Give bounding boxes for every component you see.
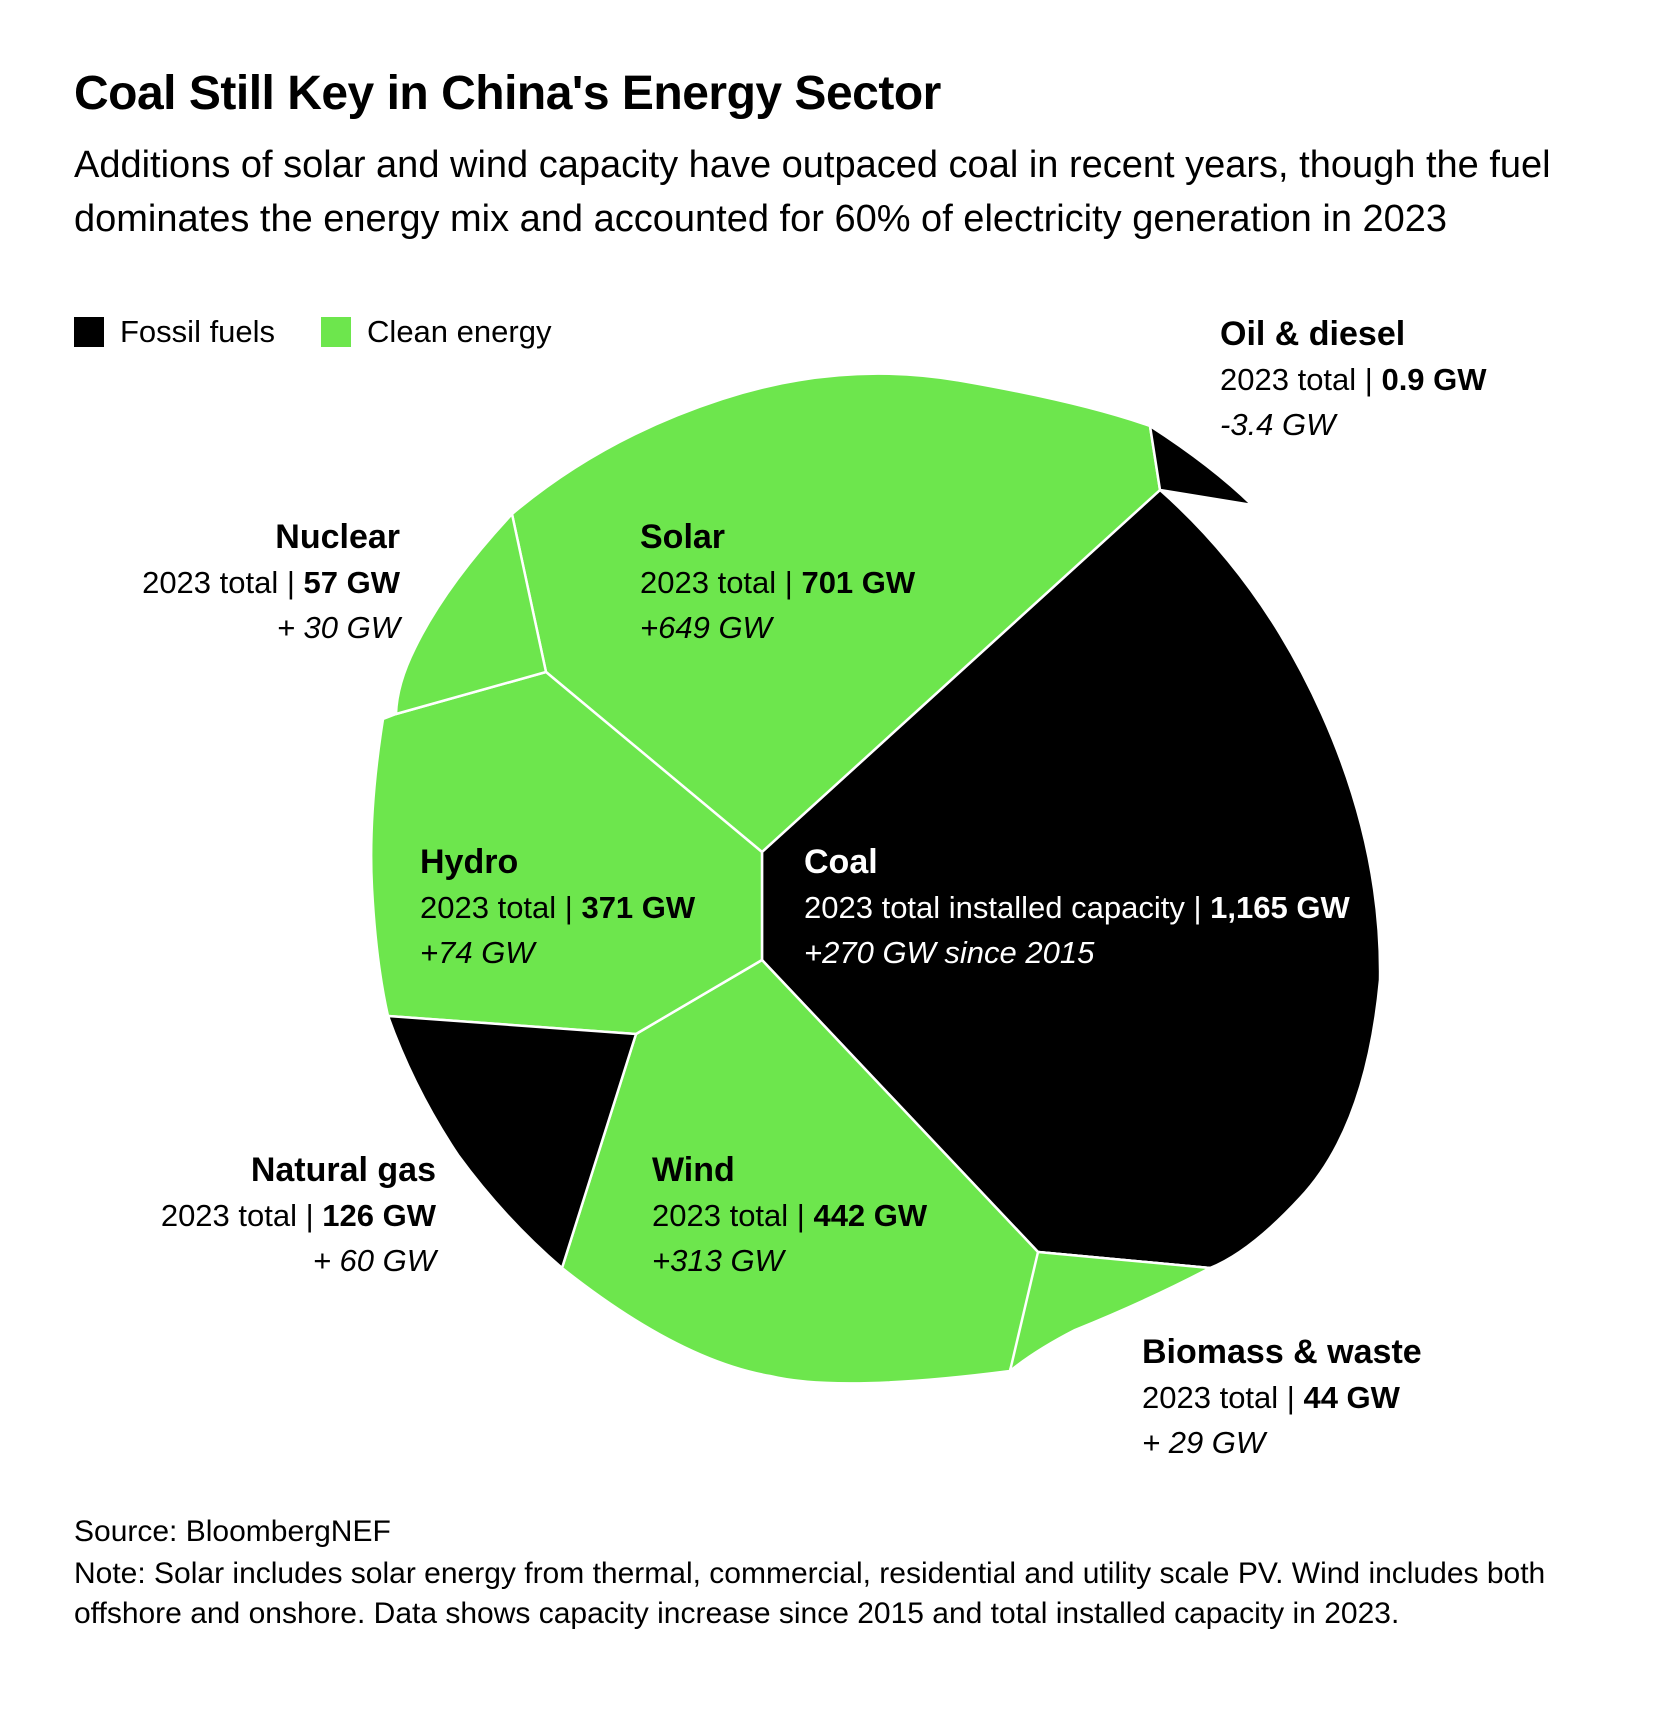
label-wind-prefix: 2023 total [652,1198,789,1233]
label-natural-gas-value: 126 GW [322,1198,436,1233]
label-wind-change: +313 GW [652,1243,784,1278]
label-wind-total: 2023 total | 442 GW [652,1198,928,1233]
label-natural-gas: Natural gas 2023 total | 126 GW + 60 GW [161,1148,436,1283]
label-nuclear-name: Nuclear [275,518,400,556]
legend-item-clean: Clean energy [321,314,551,350]
cell-nuclear [394,512,548,716]
label-hydro-value: 371 GW [581,890,696,925]
label-solar-value: 701 GW [801,565,916,600]
chart-subtitle: Additions of solar and wind capacity hav… [74,144,1551,240]
label-nuclear-prefix: 2023 total [142,565,279,600]
label-biomass-value: 44 GW [1303,1380,1400,1415]
label-coal-total: 2023 total installed capacity | 1,165 GW [804,890,1350,925]
label-natural-gas-change: + 60 GW [312,1243,436,1278]
label-biomass-total: 2023 total | 44 GW [1142,1380,1400,1415]
label-biomass-name: Biomass & waste [1142,1333,1422,1371]
label-oil-diesel-prefix: 2023 total [1220,362,1357,397]
legend-swatch-fossil [74,317,104,347]
label-nuclear: Nuclear 2023 total | 57 GW + 30 GW [142,515,400,650]
label-coal-value: 1,165 GW [1210,890,1350,925]
label-oil-diesel-total: 2023 total | 0.9 GW [1220,362,1487,397]
label-nuclear-change: + 30 GW [276,610,400,645]
cell-biomass-waste [1008,1250,1212,1373]
label-oil-diesel: Oil & diesel 2023 total | 0.9 GW -3.4 GW [1220,312,1487,447]
label-solar-prefix: 2023 total [640,565,777,600]
label-coal-change: +270 GW since 2015 [804,935,1095,970]
label-coal-prefix: 2023 total installed capacity [804,890,1185,925]
label-oil-diesel-change: -3.4 GW [1220,407,1336,442]
label-biomass: Biomass & waste 2023 total | 44 GW + 29 … [1142,1330,1422,1465]
label-solar-change: +649 GW [640,610,772,645]
label-wind-value: 442 GW [813,1198,928,1233]
cell-coal [760,488,1382,1270]
source-text: Source: BloombergNEF [74,1515,391,1548]
label-hydro-prefix: 2023 total [420,890,557,925]
label-natural-gas-prefix: 2023 total [160,1198,297,1233]
label-biomass-prefix: 2023 total [1142,1380,1279,1415]
label-solar: Solar 2023 total | 701 GW +649 GW [640,515,915,650]
label-natural-gas-total: 2023 total | 126 GW [160,1198,436,1233]
legend-label-fossil: Fossil fuels [120,314,276,349]
legend-item-fossil: Fossil fuels [74,314,275,350]
chart-title: Coal Still Key in China's Energy Sector [74,67,941,120]
label-coal-name: Coal [804,843,878,881]
label-natural-gas-name: Natural gas [250,1151,436,1189]
label-biomass-change: + 29 GW [1142,1425,1266,1460]
label-solar-total: 2023 total | 701 GW [640,565,916,600]
label-coal: Coal 2023 total installed capacity | 1,1… [804,840,1350,975]
legend: Fossil fuels Clean energy [74,314,597,350]
label-hydro-total: 2023 total | 371 GW [420,890,696,925]
label-nuclear-total: 2023 total | 57 GW [142,565,400,600]
cell-natural-gas [386,1014,638,1270]
label-nuclear-value: 57 GW [303,565,400,600]
label-hydro-change: +74 GW [420,935,535,970]
legend-swatch-clean [321,317,352,347]
cell-hydro [369,670,764,1036]
note-text: Note: Solar includes solar energy from t… [74,1557,1546,1630]
cell-solar [510,372,1162,854]
label-wind: Wind 2023 total | 442 GW +313 GW [652,1148,927,1283]
label-oil-diesel-value: 0.9 GW [1381,362,1487,397]
cell-oil-diesel [1148,424,1254,507]
label-wind-name: Wind [652,1151,735,1189]
label-hydro: Hydro 2023 total | 371 GW +74 GW [420,840,695,975]
label-oil-diesel-name: Oil & diesel [1220,315,1406,353]
legend-label-clean: Clean energy [367,314,552,349]
label-hydro-name: Hydro [420,843,519,881]
label-solar-name: Solar [640,518,726,556]
